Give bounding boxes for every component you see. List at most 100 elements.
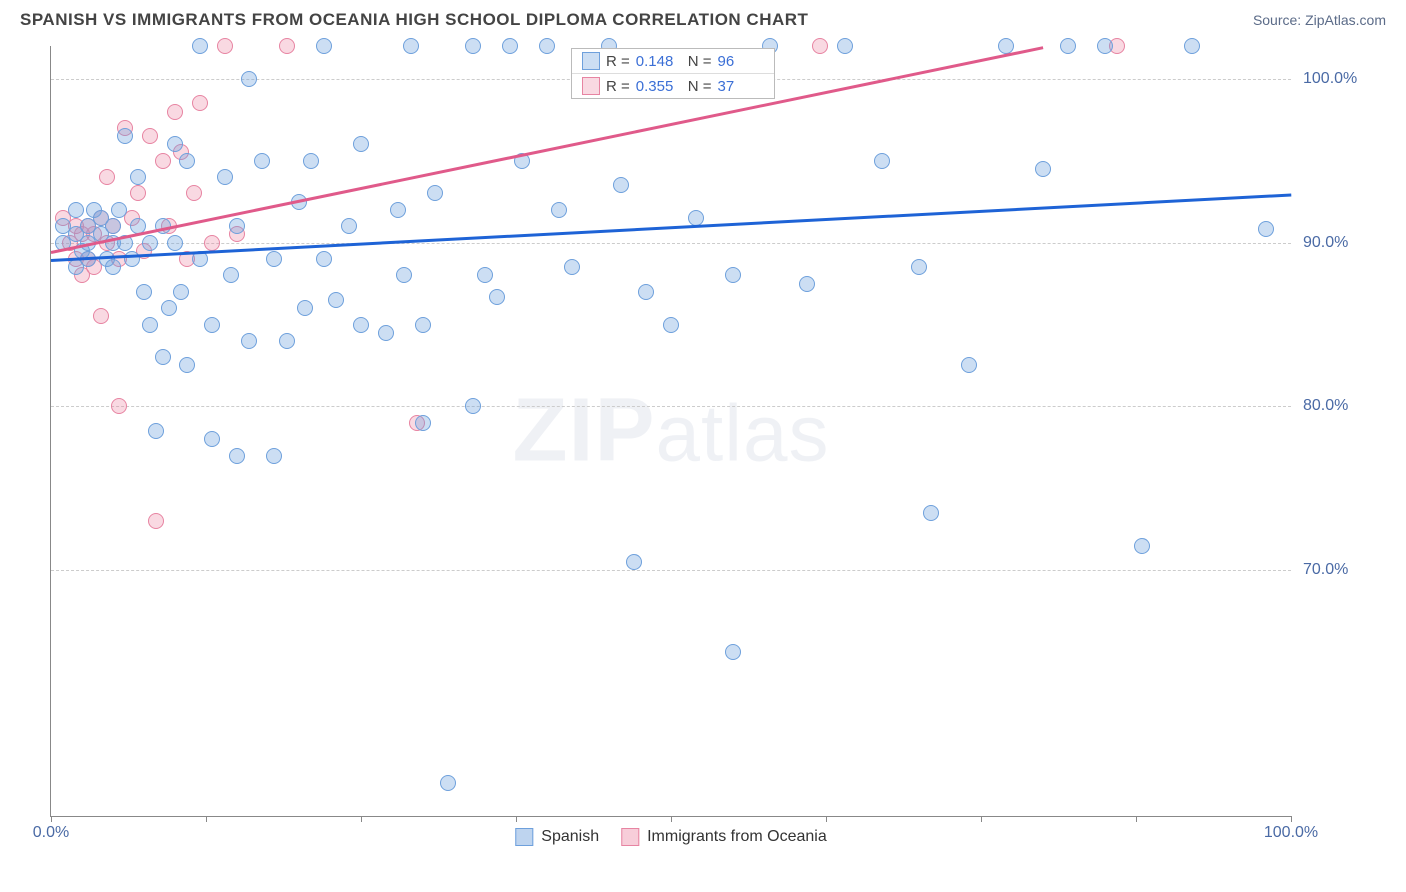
legend-R-label: R = <box>606 53 630 70</box>
x-tick-mark <box>981 816 982 822</box>
scatter-point <box>192 95 208 111</box>
scatter-point <box>297 300 313 316</box>
scatter-point <box>613 177 629 193</box>
scatter-point <box>254 153 270 169</box>
scatter-point <box>539 38 555 54</box>
x-tick-mark <box>51 816 52 822</box>
scatter-point <box>303 153 319 169</box>
scatter-point <box>415 415 431 431</box>
scatter-point <box>923 505 939 521</box>
legend-R-value: 0.148 <box>636 53 682 70</box>
scatter-point <box>266 448 282 464</box>
legend-N-label: N = <box>688 78 712 95</box>
watermark-zip: ZIP <box>513 381 656 481</box>
scatter-point <box>179 153 195 169</box>
scatter-point <box>353 136 369 152</box>
x-tick-mark <box>671 816 672 822</box>
scatter-point <box>551 202 567 218</box>
source-name: ZipAtlas.com <box>1305 12 1386 28</box>
scatter-point <box>427 185 443 201</box>
legend-row: R =0.355N =37 <box>572 73 774 98</box>
scatter-point <box>229 218 245 234</box>
scatter-point <box>316 251 332 267</box>
scatter-point <box>663 317 679 333</box>
y-tick-label: 70.0% <box>1303 561 1363 579</box>
scatter-point <box>142 317 158 333</box>
scatter-point <box>167 104 183 120</box>
scatter-point <box>1184 38 1200 54</box>
scatter-point <box>874 153 890 169</box>
legend-N-value: 96 <box>718 53 764 70</box>
scatter-point <box>266 251 282 267</box>
source-prefix: Source: <box>1253 12 1305 28</box>
scatter-point <box>68 202 84 218</box>
scatter-point <box>725 644 741 660</box>
scatter-point <box>167 235 183 251</box>
scatter-point <box>279 333 295 349</box>
gridline-h <box>51 406 1291 407</box>
scatter-point <box>217 38 233 54</box>
y-tick-label: 90.0% <box>1303 234 1363 252</box>
scatter-point <box>111 202 127 218</box>
x-tick-label: 100.0% <box>1264 824 1318 842</box>
x-tick-mark <box>826 816 827 822</box>
x-tick-mark <box>206 816 207 822</box>
scatter-point <box>241 71 257 87</box>
legend-swatch <box>582 52 600 70</box>
scatter-point <box>341 218 357 234</box>
scatter-point <box>111 398 127 414</box>
legend-row: R = 0.148 N = 96 <box>572 49 774 73</box>
chart-header: SPANISH VS IMMIGRANTS FROM OCEANIA HIGH … <box>0 0 1406 36</box>
scatter-point <box>564 259 580 275</box>
scatter-point <box>130 169 146 185</box>
scatter-point <box>403 38 419 54</box>
scatter-point <box>465 398 481 414</box>
scatter-point <box>217 169 233 185</box>
scatter-point <box>155 349 171 365</box>
scatter-point <box>142 235 158 251</box>
gridline-h <box>51 243 1291 244</box>
scatter-point <box>390 202 406 218</box>
scatter-point <box>117 128 133 144</box>
scatter-point <box>440 775 456 791</box>
legend-item-label: Immigrants from Oceania <box>647 828 827 846</box>
scatter-point <box>328 292 344 308</box>
scatter-point <box>489 289 505 305</box>
scatter-point <box>1134 538 1150 554</box>
scatter-point <box>155 153 171 169</box>
scatter-point <box>378 325 394 341</box>
legend-swatch <box>582 77 600 95</box>
scatter-point <box>316 38 332 54</box>
scatter-point <box>142 128 158 144</box>
scatter-point <box>1097 38 1113 54</box>
scatter-point <box>192 38 208 54</box>
legend-R-value: 0.355 <box>636 78 682 95</box>
scatter-point <box>502 38 518 54</box>
scatter-point <box>148 423 164 439</box>
scatter-point <box>911 259 927 275</box>
legend-swatch <box>621 828 639 846</box>
watermark-atlas: atlas <box>656 389 830 478</box>
gridline-h <box>51 570 1291 571</box>
scatter-point <box>961 357 977 373</box>
scatter-point <box>167 136 183 152</box>
scatter-point <box>99 169 115 185</box>
scatter-point <box>1060 38 1076 54</box>
scatter-point <box>799 276 815 292</box>
scatter-point <box>396 267 412 283</box>
scatter-point <box>186 185 202 201</box>
scatter-point <box>179 357 195 373</box>
scatter-point <box>161 300 177 316</box>
chart-title: SPANISH VS IMMIGRANTS FROM OCEANIA HIGH … <box>20 10 808 30</box>
legend-N-label: N = <box>688 53 712 70</box>
scatter-point <box>626 554 642 570</box>
x-tick-mark <box>361 816 362 822</box>
scatter-point <box>204 431 220 447</box>
source-label: Source: ZipAtlas.com <box>1253 12 1386 28</box>
scatter-point <box>353 317 369 333</box>
plot-region: ZIPatlas 70.0%80.0%90.0%100.0%0.0%100.0%… <box>50 46 1291 817</box>
scatter-point <box>477 267 493 283</box>
legend-item-label: Spanish <box>541 828 599 846</box>
watermark: ZIPatlas <box>513 380 830 483</box>
scatter-point <box>725 267 741 283</box>
